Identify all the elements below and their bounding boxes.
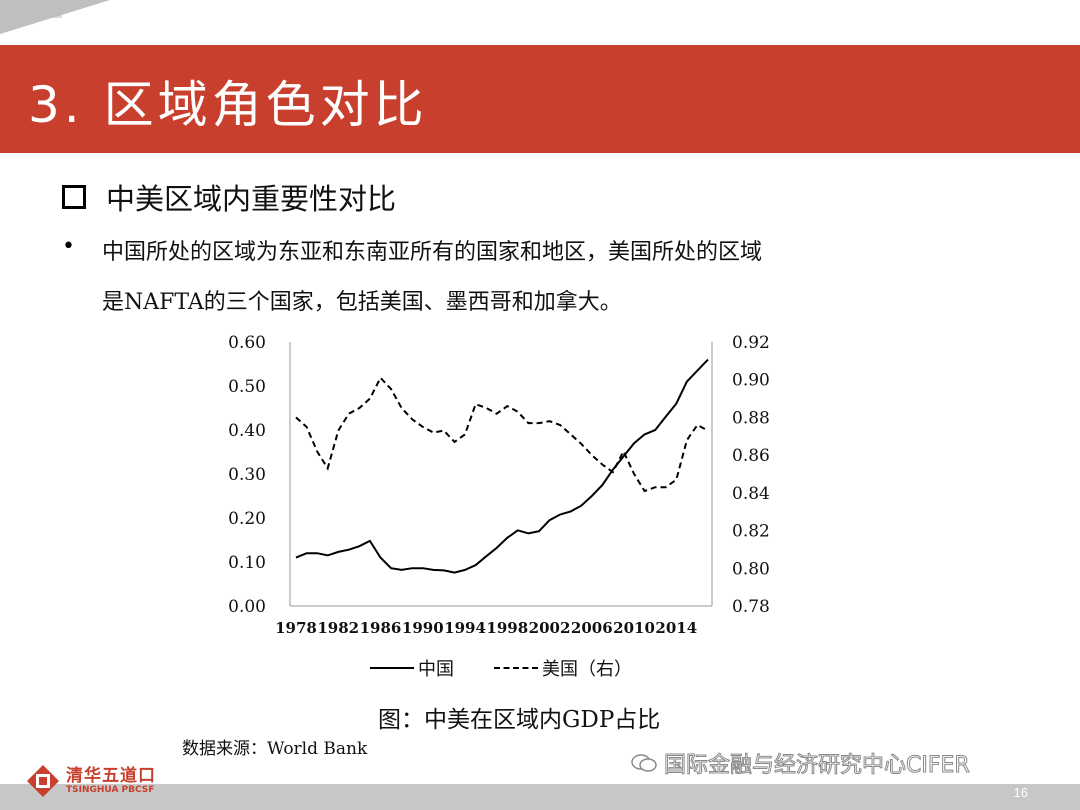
page-number: 16 xyxy=(1013,785,1028,800)
y-left-tick-label: 0.10 xyxy=(228,553,266,573)
slide-title: 3. 区域角色对比 xyxy=(28,76,428,134)
legend-swatch-solid xyxy=(370,667,414,669)
y-left-tick-label: 0.00 xyxy=(228,597,266,617)
x-tick-label: 2006 xyxy=(571,619,613,637)
y-right-tick-label: 0.86 xyxy=(732,446,770,466)
x-tick-label: 1986 xyxy=(360,619,402,637)
legend-swatch-dashed xyxy=(494,667,538,669)
y-right-tick-label: 0.84 xyxy=(732,484,770,504)
chart-legend: 中国 美国（右） xyxy=(370,655,672,681)
corner-decoration xyxy=(0,0,110,34)
logo-text: 清华五道口 TSINGHUA PBCSF xyxy=(66,767,156,795)
legend-item-us: 美国（右） xyxy=(494,655,632,681)
x-tick-label: 1998 xyxy=(486,619,528,637)
x-tick-label: 2010 xyxy=(613,619,655,637)
bullet-dot-icon: • xyxy=(62,234,75,259)
x-tick-label: 1982 xyxy=(317,619,359,637)
y-left-tick-label: 0.50 xyxy=(228,377,266,397)
bullet-text-line-1: 中国所处的区域为东亚和东南亚所有的国家和地区，美国所处的区域 xyxy=(102,240,763,265)
watermark-text: 国际金融与经济研究中心CIFER xyxy=(664,753,971,779)
y-left-tick-label: 0.40 xyxy=(228,421,266,441)
y-right-tick-label: 0.80 xyxy=(732,559,770,579)
pbcsf-logo-icon xyxy=(27,765,59,797)
series-line-us xyxy=(295,376,709,493)
y-right-tick-label: 0.92 xyxy=(732,333,770,353)
y-right-tick-label: 0.88 xyxy=(732,408,770,428)
logo-text-cn: 清华五道口 xyxy=(66,766,156,786)
y-right-tick-label: 0.90 xyxy=(732,371,770,391)
y-left-tick-label: 0.60 xyxy=(228,333,266,353)
series-line-china xyxy=(295,358,709,574)
chart-caption: 图：中美在区域内GDP占比 xyxy=(378,707,661,733)
logo-text-en: TSINGHUA PBCSF xyxy=(66,785,155,795)
logo: 清华五道口 TSINGHUA PBCSF xyxy=(26,764,156,798)
square-bullet-icon xyxy=(62,185,86,209)
gdp-share-chart: 0.00 0.10 0.20 0.30 0.40 0.50 0.60 0.78 0.80 0.82… xyxy=(200,325,800,695)
x-tick-label: 1978 xyxy=(275,619,317,637)
y-left-tick-label: 0.20 xyxy=(228,509,266,529)
title-bar: 3. 区域角色对比 xyxy=(0,45,1080,153)
watermark: 国际金融与经济研究中心CIFER xyxy=(630,747,970,779)
x-tick-label: 1994 xyxy=(444,619,486,637)
x-tick-label: 2014 xyxy=(655,619,697,637)
y-left-tick-label: 0.30 xyxy=(228,465,266,485)
wechat-icon xyxy=(631,754,657,772)
legend-label-us: 美国（右） xyxy=(542,659,632,680)
data-source: 数据来源：World Bank xyxy=(182,739,368,759)
x-tick-label: 1990 xyxy=(402,619,444,637)
section-heading-text: 中美区域内重要性对比 xyxy=(106,182,397,216)
legend-item-china: 中国 xyxy=(370,655,454,681)
y-right-tick-label: 0.82 xyxy=(732,522,770,542)
legend-label-china: 中国 xyxy=(418,659,454,680)
bullet-text-line-2: 是NAFTA的三个国家，包括美国、墨西哥和加拿大。 xyxy=(102,290,622,315)
y-right-tick-label: 0.78 xyxy=(732,597,770,617)
section-heading: 中美区域内重要性对比 xyxy=(62,176,396,218)
chart-svg: 0.00 0.10 0.20 0.30 0.40 0.50 0.60 0.78 0.80 0.82… xyxy=(228,333,770,637)
footer-bar xyxy=(0,784,1080,810)
x-tick-label: 2002 xyxy=(529,619,571,637)
